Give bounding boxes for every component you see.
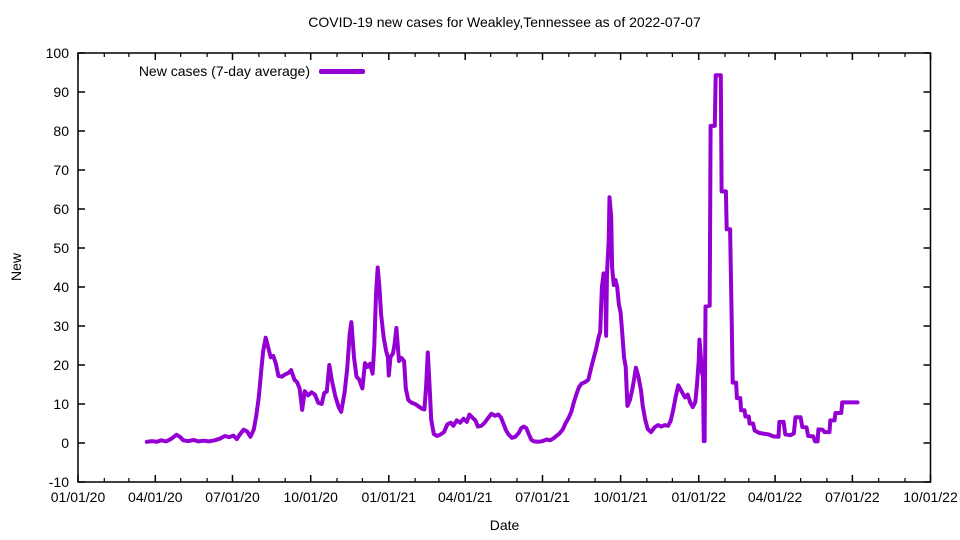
svg-text:70: 70 — [53, 162, 69, 178]
svg-text:07/01/21: 07/01/21 — [515, 489, 570, 505]
tick-labels: -10 0 10 20 30 40 50 60 70 80 90 100 01/01/20 04/01/2… — [46, 45, 958, 505]
svg-text:07/01/20: 07/01/20 — [205, 489, 260, 505]
svg-text:10/01/22: 10/01/22 — [903, 489, 958, 505]
chart-title: COVID-19 new cases for Weakley,Tennessee… — [308, 14, 701, 30]
svg-text:40: 40 — [53, 279, 69, 295]
x-axis-title: Date — [489, 517, 520, 533]
svg-text:01/01/20: 01/01/20 — [51, 489, 106, 505]
svg-text:0: 0 — [61, 435, 69, 451]
svg-text:10: 10 — [53, 396, 69, 412]
svg-text:60: 60 — [53, 201, 69, 217]
plot-border — [77, 52, 932, 483]
svg-text:04/01/22: 04/01/22 — [748, 489, 803, 505]
data-line-new-cases — [144, 73, 860, 444]
svg-text:100: 100 — [46, 45, 70, 61]
svg-text:20: 20 — [53, 357, 69, 373]
svg-text:04/01/21: 04/01/21 — [438, 489, 493, 505]
svg-text:90: 90 — [53, 84, 69, 100]
svg-text:07/01/22: 07/01/22 — [825, 489, 880, 505]
svg-text:04/01/20: 04/01/20 — [128, 489, 183, 505]
svg-text:10/01/21: 10/01/21 — [593, 489, 648, 505]
svg-text:-10: -10 — [49, 474, 69, 490]
legend-label: New cases (7-day average) — [138, 63, 310, 79]
svg-text:01/01/21: 01/01/21 — [362, 489, 417, 505]
svg-text:01/01/22: 01/01/22 — [671, 489, 726, 505]
svg-text:10/01/20: 10/01/20 — [283, 489, 338, 505]
legend-line-sample — [319, 69, 365, 74]
svg-text:80: 80 — [53, 123, 69, 139]
svg-text:30: 30 — [53, 318, 69, 334]
svg-text:50: 50 — [53, 240, 69, 256]
